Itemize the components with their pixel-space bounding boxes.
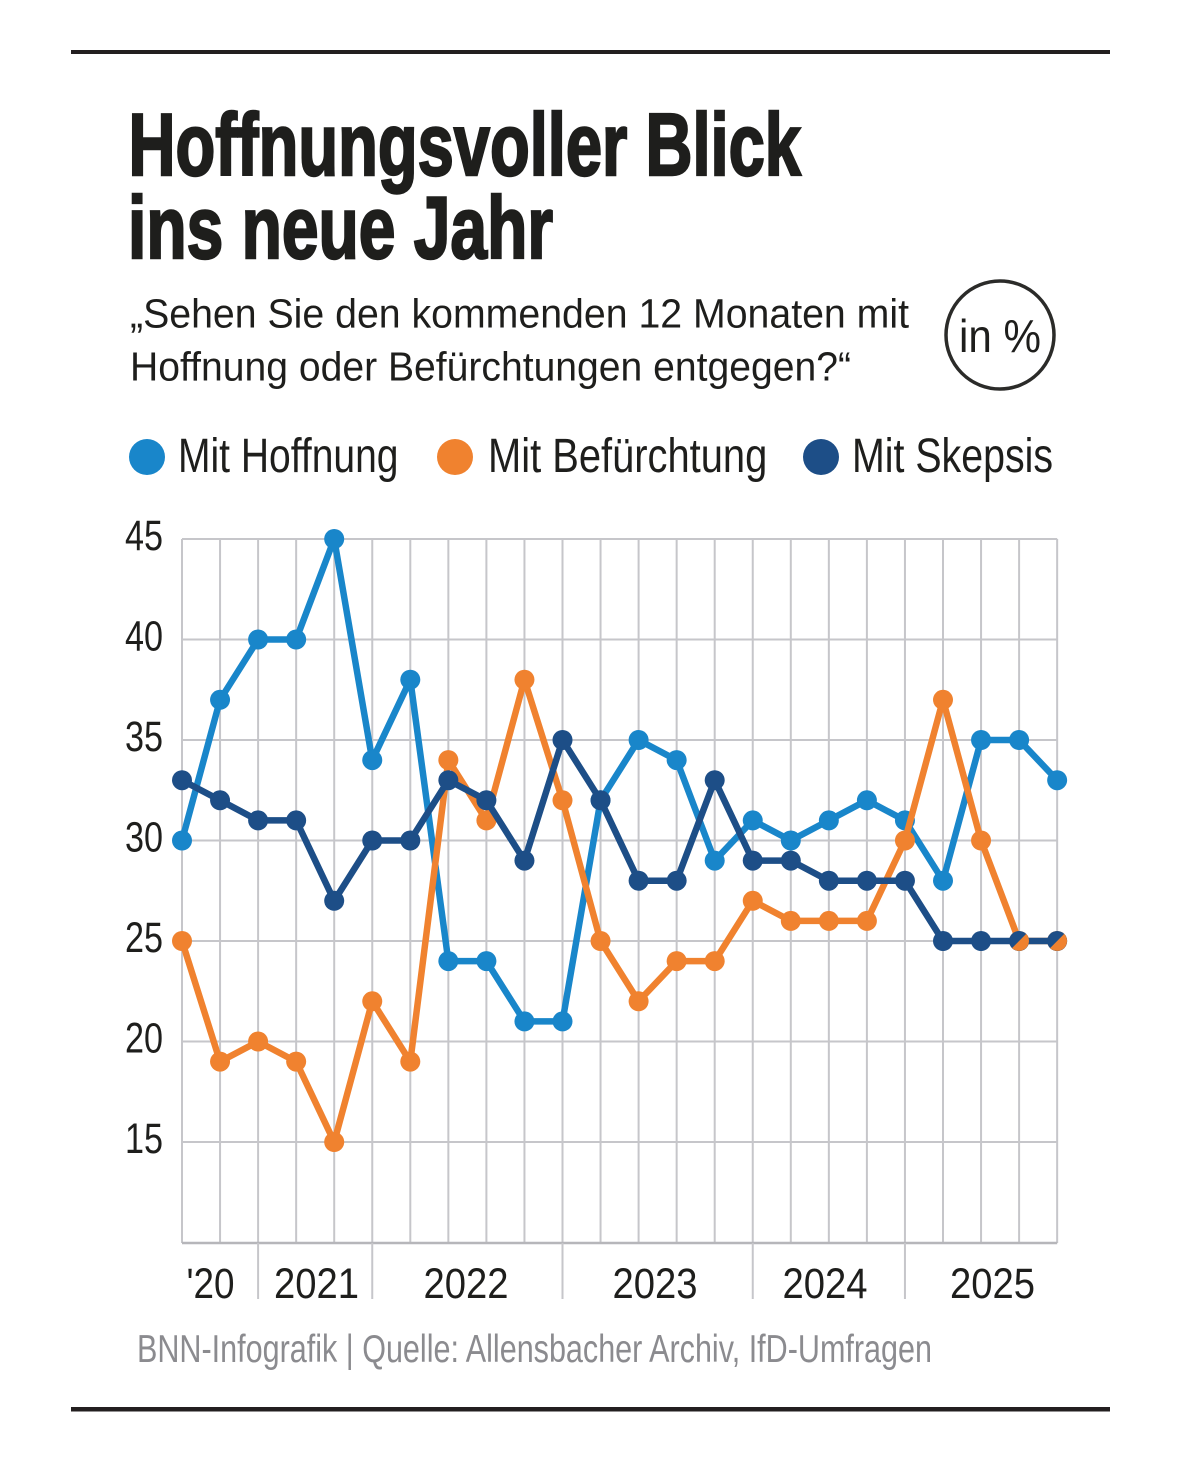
svg-text:30: 30 (125, 814, 163, 862)
svg-text:Hoffnungsvoller Blick: Hoffnungsvoller Blick (129, 95, 802, 194)
svg-text:2021: 2021 (274, 1260, 359, 1308)
svg-text:Mit Hoffnung: Mit Hoffnung (178, 430, 399, 483)
svg-text:15: 15 (125, 1115, 163, 1163)
svg-text:ins neue Jahr: ins neue Jahr (128, 178, 553, 277)
svg-text:Mit Befürchtung: Mit Befürchtung (488, 430, 767, 483)
svg-text:BNN-Infografik | Quelle: Allen: BNN-Infografik | Quelle: Allensbacher Ar… (137, 1328, 932, 1371)
svg-text:2025: 2025 (950, 1260, 1035, 1308)
svg-text:25: 25 (125, 914, 163, 962)
svg-text:„Sehen Sie den kommenden 12 Mo: „Sehen Sie den kommenden 12 Monaten mit (130, 291, 910, 337)
svg-text:2023: 2023 (613, 1260, 698, 1308)
svg-text:20: 20 (125, 1015, 163, 1063)
svg-text:'20: '20 (187, 1260, 235, 1308)
svg-text:Hoffnung oder Befürchtungen en: Hoffnung oder Befürchtungen entgegen?“ (130, 344, 851, 390)
svg-text:35: 35 (125, 713, 163, 761)
svg-text:Mit Skepsis: Mit Skepsis (852, 430, 1053, 483)
svg-text:2024: 2024 (783, 1260, 868, 1308)
svg-text:2022: 2022 (424, 1260, 509, 1308)
svg-text:45: 45 (125, 512, 163, 560)
svg-text:40: 40 (125, 613, 163, 661)
svg-text:in %: in % (959, 310, 1041, 362)
